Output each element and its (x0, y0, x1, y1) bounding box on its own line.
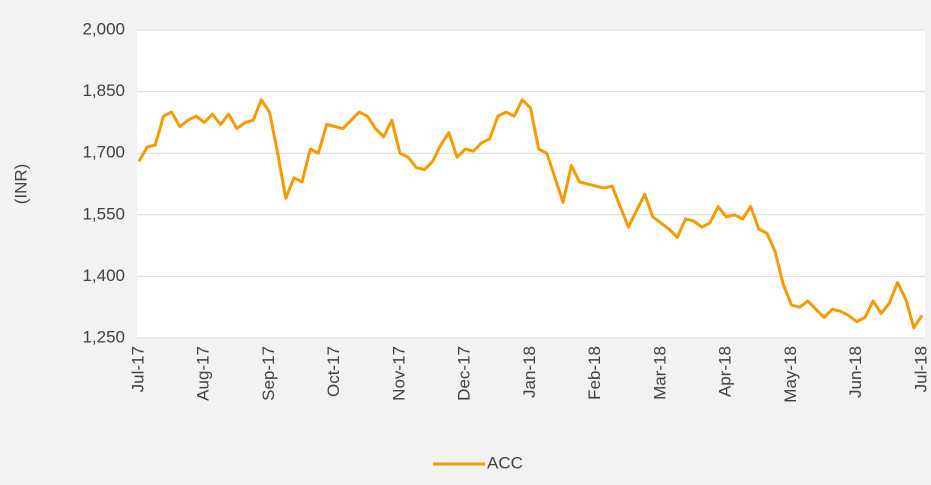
x-tick-label: Jul-18 (911, 346, 930, 392)
x-tick-label: Mar-18 (650, 346, 669, 400)
y-tick-label: 1,700 (82, 143, 125, 162)
x-tick-label: May-18 (781, 346, 800, 403)
x-tick-label: Jun-18 (846, 346, 865, 398)
y-axis-label: (INR) (11, 164, 30, 205)
x-tick-label: Nov-17 (389, 346, 408, 401)
legend-label: ACC (487, 453, 523, 472)
y-tick-label: 1,400 (82, 266, 125, 285)
x-tick-label: Jan-18 (520, 346, 539, 398)
x-tick-label: Sep-17 (259, 346, 278, 401)
y-tick-label: 1,250 (82, 327, 125, 346)
line (137, 98, 924, 330)
x-tick-label: Dec-17 (455, 346, 474, 401)
y-tick-label: 1,550 (82, 204, 125, 223)
x-tick-label: Jul-17 (128, 346, 147, 392)
x-tick-label: Apr-18 (716, 346, 735, 397)
y-tick-label: 1,850 (82, 81, 125, 100)
x-tick-label: Oct-17 (324, 346, 343, 397)
x-tick-label: Aug-17 (194, 346, 213, 401)
plot-area (137, 30, 925, 338)
x-tick-label: Feb-18 (585, 346, 604, 400)
y-tick-label: 2,000 (82, 19, 125, 38)
